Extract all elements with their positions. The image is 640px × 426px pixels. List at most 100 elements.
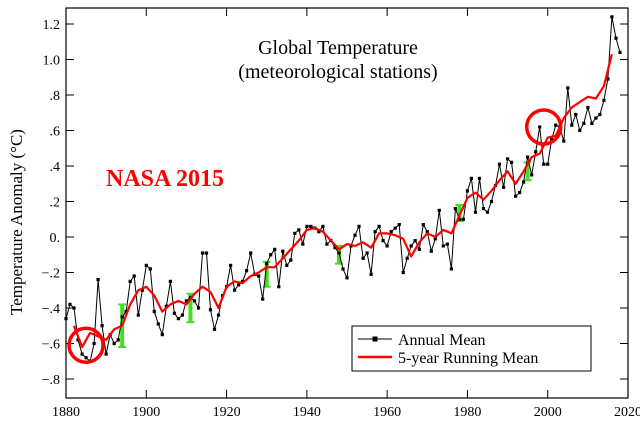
annual-mean-point: [148, 267, 152, 271]
annual-mean-point: [534, 150, 538, 154]
y-tick-label: −.4: [42, 302, 60, 317]
plot-frame: [65, 7, 629, 399]
annual-mean-point: [361, 256, 365, 260]
annual-mean-point: [514, 194, 518, 198]
x-tick-label: 2000: [534, 405, 562, 420]
annual-mean-point: [397, 223, 401, 227]
x-tick-label: 1960: [373, 405, 401, 420]
annual-mean-point: [321, 224, 325, 228]
annual-mean-point: [602, 98, 606, 102]
annual-mean-point: [289, 258, 293, 262]
annual-mean-point: [144, 263, 148, 267]
annual-mean-point: [409, 244, 413, 248]
annual-mean-point: [377, 224, 381, 228]
annual-mean-point: [261, 297, 265, 301]
annual-mean-point: [449, 267, 453, 271]
annual-mean-point: [345, 276, 349, 280]
annual-mean-point: [469, 176, 473, 180]
annual-mean-point: [562, 139, 566, 143]
legend-annual-marker: [372, 336, 378, 342]
annual-mean-point: [554, 123, 558, 127]
annual-mean-point: [453, 207, 457, 211]
annual-mean-point: [373, 230, 377, 234]
annual-mean-point: [461, 217, 465, 221]
annual-mean-point: [606, 77, 610, 81]
annual-mean-point: [96, 278, 100, 282]
x-tick-label: 1920: [213, 405, 241, 420]
annual-mean-point: [401, 270, 405, 275]
annual-mean-point: [281, 249, 285, 253]
annual-mean-point: [546, 162, 550, 166]
y-tick-label: −.2: [42, 267, 60, 282]
annual-mean-point: [610, 15, 614, 19]
annual-mean-point: [489, 199, 494, 204]
annual-mean-point: [104, 352, 108, 356]
annual-mean-point: [233, 288, 237, 292]
annual-mean-point: [245, 269, 249, 273]
annual-mean-point: [80, 352, 84, 356]
annual-mean-point: [132, 274, 136, 278]
annual-mean-point: [297, 228, 301, 232]
annual-mean-point: [538, 125, 542, 129]
x-tick-label: 1940: [293, 405, 321, 420]
annual-mean-point: [522, 180, 526, 184]
annual-mean-point: [72, 306, 76, 310]
annual-mean-point: [413, 239, 417, 243]
annual-mean-point: [152, 309, 156, 314]
annual-mean-point: [257, 274, 261, 278]
annual-mean-point: [164, 304, 168, 308]
y-tick-label: −.8: [42, 373, 60, 388]
annual-mean-point: [574, 112, 578, 117]
annual-mean-point: [429, 249, 433, 253]
y-tick-label: −.6: [42, 338, 60, 353]
y-tick-label: .8: [50, 89, 61, 104]
legend: Annual Mean 5-year Running Mean: [351, 325, 592, 372]
legend-annual-label: Annual Mean: [398, 332, 486, 349]
annual-mean-point: [237, 283, 241, 287]
y-tick-label: 1.2: [43, 18, 61, 33]
y-tick-label: .2: [50, 196, 61, 211]
y-axis-title: Temperature Anomaly (°C): [7, 129, 26, 315]
y-tick-label: 0.: [50, 231, 61, 246]
annual-mean-point: [598, 112, 602, 117]
annual-mean-point: [582, 121, 586, 125]
annual-mean-point: [100, 324, 104, 328]
annual-mean-point: [305, 224, 309, 228]
annual-mean-point: [192, 299, 197, 303]
annual-mean-point: [208, 308, 213, 312]
legend-running-label: 5-year Running Mean: [398, 350, 538, 367]
annual-mean-point: [92, 341, 96, 346]
plot-area: 1880 1900 1920 1940 1960 1980 2000 2020 −.8 −.6 −.…: [42, 8, 640, 420]
annual-mean-point: [265, 262, 269, 266]
annual-mean-point: [136, 313, 140, 317]
annual-mean-point: [156, 322, 160, 326]
annual-mean-point: [325, 242, 329, 246]
annual-mean-point: [510, 160, 514, 164]
highlight-circle: [67, 326, 105, 365]
annual-mean-point: [542, 162, 546, 166]
annual-mean-point: [309, 224, 313, 228]
annual-mean-point: [269, 253, 273, 257]
annual-mean-point: [417, 247, 421, 251]
annual-mean-point: [204, 251, 209, 255]
annual-mean-point: [128, 279, 132, 283]
annual-mean-point: [176, 317, 180, 321]
annual-mean-point: [277, 285, 281, 289]
annual-mean-point: [477, 176, 482, 180]
annual-mean-point: [172, 311, 176, 315]
annual-mean-point: [614, 36, 618, 40]
nasa-annotation: NASA 2015: [106, 166, 224, 192]
legend-box: [351, 325, 592, 372]
annual-mean-point: [437, 208, 441, 212]
annual-mean-point: [184, 299, 188, 303]
annual-mean-point: [301, 242, 305, 246]
annual-mean-point: [485, 210, 490, 214]
annual-mean-point: [425, 230, 429, 234]
annual-mean-point: [393, 226, 397, 230]
annual-mean-point: [421, 223, 425, 227]
x-tick-label: 1880: [52, 405, 80, 420]
annual-mean-point: [586, 105, 590, 109]
annual-mean-point: [273, 247, 277, 251]
annual-mean-point: [116, 338, 120, 342]
annual-mean-point: [526, 155, 530, 159]
